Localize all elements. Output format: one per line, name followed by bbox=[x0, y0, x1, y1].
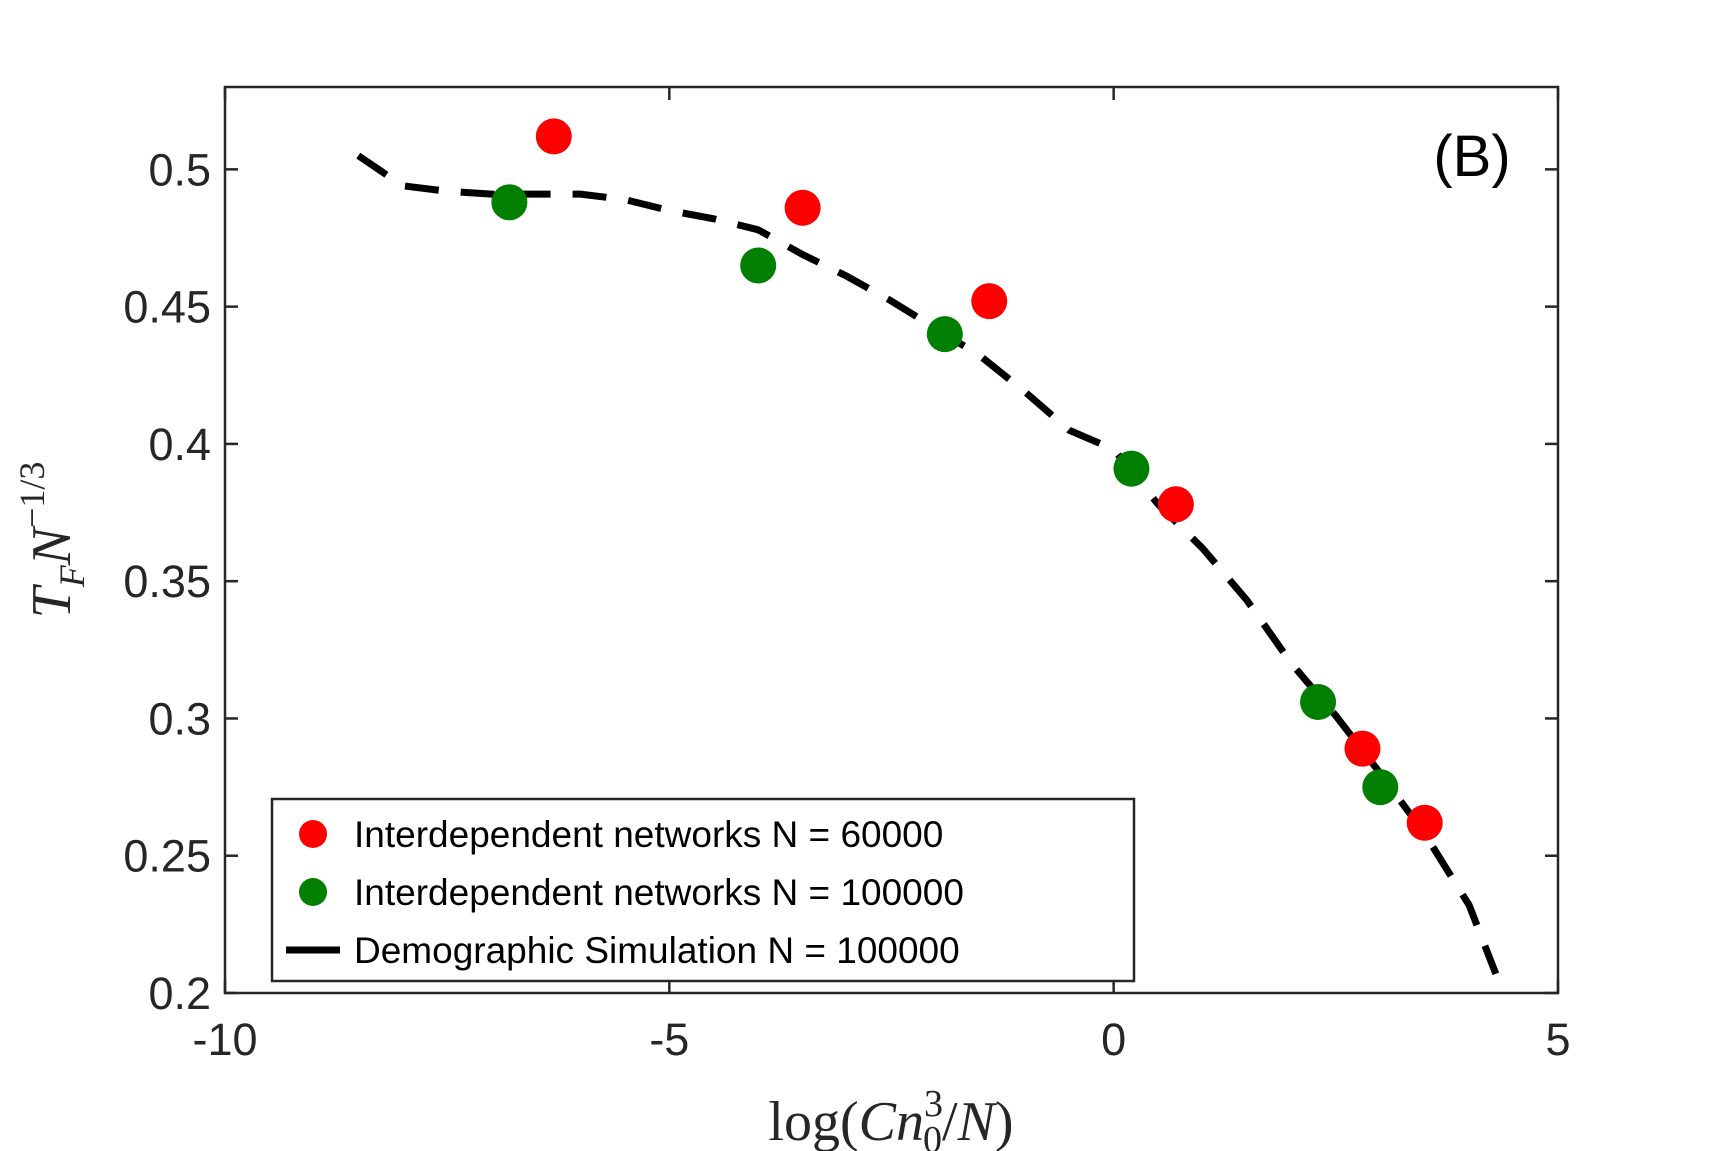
point-n100000 bbox=[491, 184, 528, 221]
point-n60000 bbox=[1344, 730, 1381, 767]
scatter-points bbox=[491, 118, 1443, 841]
x-label-var1: Cn bbox=[859, 1091, 924, 1151]
y-tick-label: 0.5 bbox=[148, 144, 211, 195]
legend-box bbox=[270, 797, 1136, 983]
axis-ticks bbox=[223, 87, 1560, 995]
x-axis-label: log(Cn3 0/N) bbox=[768, 1083, 1013, 1151]
point-n60000 bbox=[535, 118, 572, 155]
panel-label: (B) bbox=[1433, 124, 1510, 189]
x-label-sep: / bbox=[942, 1091, 958, 1151]
x-label-sup: 3 bbox=[924, 1083, 943, 1125]
x-label-suffix: ) bbox=[995, 1091, 1014, 1151]
y-label-base1: T bbox=[21, 583, 83, 618]
y-tick-label: 0.3 bbox=[148, 693, 211, 744]
point-n100000 bbox=[1300, 683, 1337, 720]
x-label-prefix: log( bbox=[768, 1091, 858, 1151]
y-tick-label: 0.2 bbox=[148, 968, 211, 1019]
legend-label-100000: Interdependent networks N = 100000 bbox=[354, 872, 964, 913]
y-axis-label: TFN−1/3 bbox=[12, 462, 92, 619]
point-n100000 bbox=[1362, 769, 1399, 806]
x-tick-label: -5 bbox=[649, 1014, 689, 1065]
point-n60000 bbox=[1406, 804, 1443, 841]
x-tick-label: 5 bbox=[1545, 1014, 1570, 1065]
x-label-var2: N bbox=[957, 1091, 998, 1151]
y-tick-label: 0.25 bbox=[123, 831, 211, 882]
x-tick-label: -10 bbox=[192, 1014, 257, 1065]
legend: Interdependent networks N = 60000 Interd… bbox=[270, 797, 1136, 983]
x-tick-label: 0 bbox=[1101, 1014, 1126, 1065]
y-tick-label: 0.45 bbox=[123, 282, 211, 333]
y-label-sup: −1/3 bbox=[12, 462, 52, 528]
point-n60000 bbox=[784, 189, 821, 226]
legend-label-60000: Interdependent networks N = 60000 bbox=[354, 814, 943, 855]
y-tick-label: 0.35 bbox=[123, 556, 211, 607]
legend-marker-100000 bbox=[299, 878, 327, 906]
point-n100000 bbox=[926, 316, 963, 353]
point-n100000 bbox=[1113, 450, 1150, 487]
axis-tick-labels: -10 -5 0 5 0.2 0.25 0.3 0.35 0.4 0.45 0.5 bbox=[123, 144, 1570, 1065]
point-n60000 bbox=[971, 283, 1008, 320]
y-label-base2: N bbox=[21, 525, 83, 566]
legend-label-demographic: Demographic Simulation N = 100000 bbox=[354, 930, 960, 971]
point-n100000 bbox=[740, 247, 777, 284]
point-n60000 bbox=[1157, 486, 1194, 523]
y-label-sub: F bbox=[52, 564, 92, 588]
x-label-sub: 0 bbox=[923, 1119, 942, 1151]
legend-marker-60000 bbox=[299, 820, 327, 848]
y-tick-label: 0.4 bbox=[148, 419, 211, 470]
